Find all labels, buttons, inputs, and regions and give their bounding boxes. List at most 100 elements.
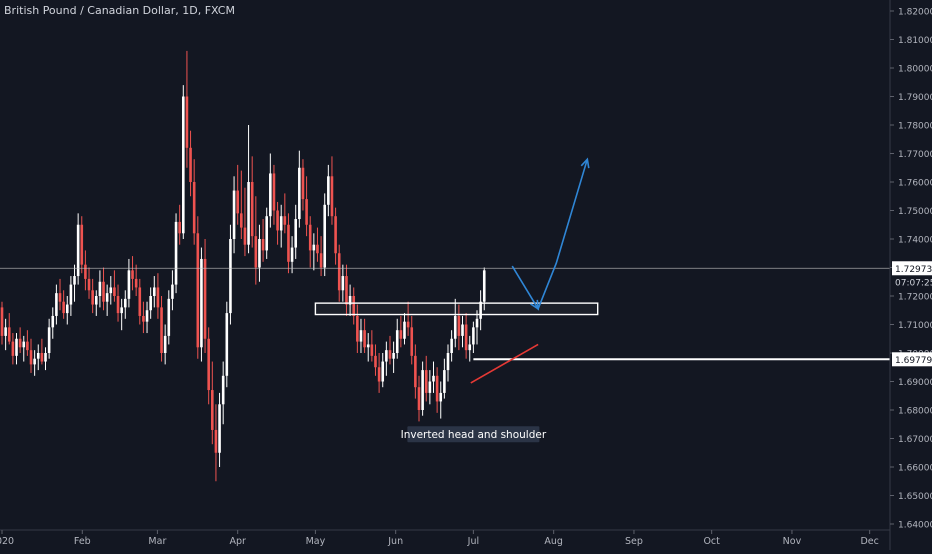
candle-up [247, 182, 250, 245]
candle-up [33, 358, 36, 365]
candle-down [84, 264, 87, 279]
candle-up [359, 330, 363, 342]
candle-down [192, 182, 196, 234]
candle-down [406, 321, 410, 328]
candle-down [207, 338, 210, 391]
price-tick-label: 1.82000 [898, 8, 932, 18]
candle-down [276, 210, 279, 231]
candle-down [116, 296, 120, 314]
candle-down [29, 350, 33, 365]
candle-up [395, 330, 399, 353]
candle-down [301, 167, 305, 200]
time-tick-label: Oct [703, 536, 720, 547]
price-tick-label: 1.78000 [898, 122, 932, 132]
candle-up [385, 350, 388, 362]
candle-up [450, 338, 453, 353]
candle-up [174, 221, 178, 285]
candle-up [127, 270, 131, 299]
price-tick-label: 1.64000 [898, 521, 932, 531]
candle-up [366, 344, 370, 348]
candle-up [468, 344, 472, 351]
candle-up [421, 370, 424, 410]
candle-down [178, 221, 181, 234]
candle-up [428, 381, 432, 393]
support-price-badge: 1.69779 [892, 352, 932, 367]
candle-up [4, 327, 7, 336]
candle-up [55, 293, 58, 316]
candle-down [356, 315, 359, 342]
candle-down [316, 244, 319, 254]
pattern-label-bg [407, 426, 540, 443]
candle-up [200, 258, 203, 348]
candle-up [381, 361, 385, 382]
price-tick-label: 1.79000 [898, 93, 932, 103]
candle-down [240, 213, 243, 228]
price-tick-label: 1.75000 [898, 207, 932, 217]
candle-down [457, 315, 461, 336]
candle-down [363, 330, 366, 348]
candle-up [453, 315, 457, 339]
current-price-value: 1.72973 [895, 265, 932, 275]
candle-down [156, 287, 160, 308]
candle-down [308, 224, 312, 251]
candle-down [243, 227, 247, 245]
candle-down [254, 236, 258, 268]
candle-down [26, 341, 29, 351]
price-tick-label: 1.67000 [898, 435, 932, 445]
candle-up [312, 244, 316, 251]
candle-up [290, 247, 294, 262]
time-tick-label: Aug [544, 536, 563, 547]
candles-layer [0, 50, 486, 482]
candle-up [218, 404, 221, 453]
candle-down [185, 96, 189, 148]
candle-down [7, 327, 11, 342]
price-axis[interactable]: 1.82000 1.81000 1.80000 1.79000 1.78000 1.770… [889, 0, 932, 550]
candle-down [370, 344, 374, 356]
candle-up [225, 313, 229, 376]
candle-up [76, 224, 80, 277]
candle-down [319, 253, 323, 268]
price-tick-label: 1.71000 [898, 321, 932, 331]
candle-down [352, 296, 356, 316]
candle-down [377, 367, 381, 382]
price-tick-label: 1.65000 [898, 492, 932, 502]
price-tick-label: 1.72000 [898, 293, 932, 303]
current-price-badge-bg [892, 261, 932, 276]
candle-down [374, 355, 377, 368]
candle-down [414, 355, 417, 388]
candle-up [403, 321, 406, 339]
annotations-layer: Inverted head and shoulder [0, 157, 890, 443]
candle-down [261, 239, 265, 251]
time-tick-label: Nov [783, 536, 802, 547]
candle-down [388, 350, 392, 359]
candle-down [330, 176, 334, 217]
resistance-zone-box [314, 302, 599, 316]
candle-up [152, 287, 156, 296]
price-tick-label: 1.80000 [898, 65, 932, 75]
candle-down [102, 281, 105, 302]
price-tick-label: 1.66000 [898, 464, 932, 474]
time-tick-label: Dec [860, 536, 878, 547]
candle-down [80, 224, 84, 265]
candle-up [22, 341, 26, 348]
candle-up [65, 304, 69, 314]
pattern-label-text: Inverted head and shoulder [401, 429, 547, 441]
time-tick-label: May [306, 536, 326, 547]
candle-down [214, 429, 218, 453]
candle-up [443, 370, 446, 393]
time-axis[interactable]: 2020 Feb Mar Apr May Jun Jul Aug Sep Oct Nov Dec [0, 529, 890, 547]
candle-up [327, 176, 330, 205]
symbol-title: British Pound / Canadian Dollar, 1D, FXC… [4, 4, 235, 17]
candle-up [221, 375, 225, 405]
candle-up [298, 167, 301, 220]
candle-down [203, 258, 207, 339]
candle-up [163, 335, 167, 353]
candle-up [36, 353, 40, 359]
support-price-value: 1.69779 [895, 356, 932, 366]
support-price-badge-bg [892, 352, 932, 367]
candle-down [464, 324, 468, 351]
time-tick-label: Feb [74, 536, 91, 547]
